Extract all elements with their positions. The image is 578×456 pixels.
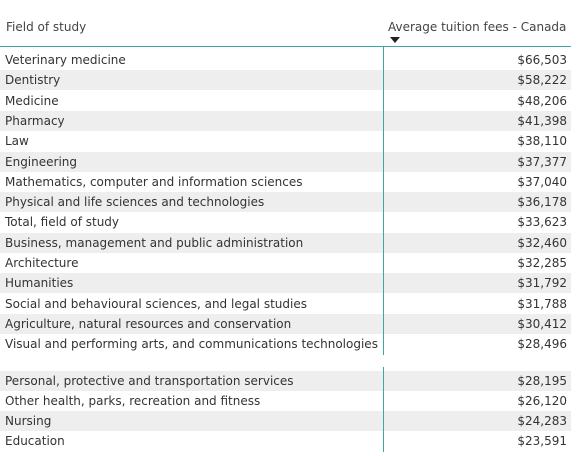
column-header[interactable]: Field of study bbox=[6, 20, 87, 34]
value-cell: $37,377 bbox=[517, 154, 567, 169]
table-row: Medicine $48,206 bbox=[0, 91, 571, 111]
table-row: Education $23,591 bbox=[0, 431, 571, 451]
field-cell: Total, field of study bbox=[5, 215, 120, 230]
table-row: Other health, parks, recreation and fitn… bbox=[0, 391, 571, 411]
sort-arrow[interactable] bbox=[390, 37, 400, 43]
table-row: Business, management and public administ… bbox=[0, 232, 571, 253]
value-cell: $36,178 bbox=[517, 195, 567, 210]
value-cell: $28,195 bbox=[517, 373, 567, 388]
table-row: Agriculture, natural resources and conse… bbox=[0, 313, 571, 334]
field-cell: Engineering bbox=[5, 154, 77, 169]
value-cell: $28,496 bbox=[517, 337, 567, 352]
table-row: Personal, protective and transportation … bbox=[0, 370, 571, 391]
value-cell: $26,120 bbox=[517, 393, 567, 408]
field-cell: Mathematics, computer and information sc… bbox=[5, 174, 303, 189]
table-row: Social and behavioural sciences, and leg… bbox=[0, 294, 571, 314]
field-cell: Education bbox=[5, 434, 65, 449]
table-row: Law $38,110 bbox=[0, 131, 571, 151]
value-cell: $32,285 bbox=[517, 256, 567, 270]
field-cell: Agriculture, natural resources and conse… bbox=[5, 316, 292, 331]
column-divider bbox=[383, 366, 384, 452]
field-cell: Visual and performing arts, and communic… bbox=[5, 337, 378, 352]
field-cell: Medicine bbox=[5, 93, 59, 108]
field-cell: Humanities bbox=[5, 276, 74, 291]
value-cell: $66,503 bbox=[517, 53, 567, 67]
value-cell: $58,222 bbox=[517, 73, 567, 88]
table-row: Humanities $31,792 bbox=[0, 273, 571, 294]
column-divider bbox=[383, 46, 384, 355]
value-cell: $30,412 bbox=[517, 316, 567, 331]
table-row: Dentistry $58,222 bbox=[0, 70, 571, 91]
field-cell: Veterinary medicine bbox=[5, 53, 126, 67]
value-cell: $38,110 bbox=[517, 134, 567, 149]
field-cell: Business, management and public administ… bbox=[5, 235, 304, 250]
field-cell: Dentistry bbox=[5, 73, 61, 88]
field-cell: Pharmacy bbox=[5, 113, 65, 128]
table-row: Architecture $32,285 bbox=[0, 253, 571, 273]
field-cell: Other health, parks, recreation and fitn… bbox=[5, 393, 261, 408]
table-row: Veterinary medicine $66,503 bbox=[0, 50, 571, 70]
field-cell: Personal, protective and transportation … bbox=[5, 373, 294, 388]
field-cell: Law bbox=[5, 134, 29, 149]
value-cell: $37,040 bbox=[517, 174, 567, 189]
value-cell: $31,788 bbox=[517, 296, 567, 311]
column-header[interactable]: Average tuition fees - Canada bbox=[388, 20, 567, 34]
table-row: Pharmacy $41,398 bbox=[0, 110, 571, 131]
field-cell: Architecture bbox=[5, 256, 79, 270]
header-divider bbox=[0, 46, 571, 47]
table-row: Engineering $37,377 bbox=[0, 151, 571, 172]
value-cell: $31,792 bbox=[517, 276, 567, 291]
value-cell: $33,623 bbox=[517, 215, 567, 230]
table-row: Mathematics, computer and information sc… bbox=[0, 172, 571, 192]
value-cell: $23,591 bbox=[517, 434, 567, 449]
field-cell: Physical and life sciences and technolog… bbox=[5, 195, 265, 210]
field-cell: Nursing bbox=[5, 414, 52, 429]
value-cell: $32,460 bbox=[517, 235, 567, 250]
field-cell: Social and behavioural sciences, and leg… bbox=[5, 296, 307, 311]
table-row: Physical and life sciences and technolog… bbox=[0, 192, 571, 213]
table-row: Total, field of study $33,623 bbox=[0, 212, 571, 232]
value-cell: $41,398 bbox=[517, 113, 567, 128]
table-row: Visual and performing arts, and communic… bbox=[0, 334, 571, 354]
value-cell: $24,283 bbox=[517, 414, 567, 429]
value-cell: $48,206 bbox=[517, 93, 567, 108]
table-row: Nursing $24,283 bbox=[0, 411, 571, 432]
